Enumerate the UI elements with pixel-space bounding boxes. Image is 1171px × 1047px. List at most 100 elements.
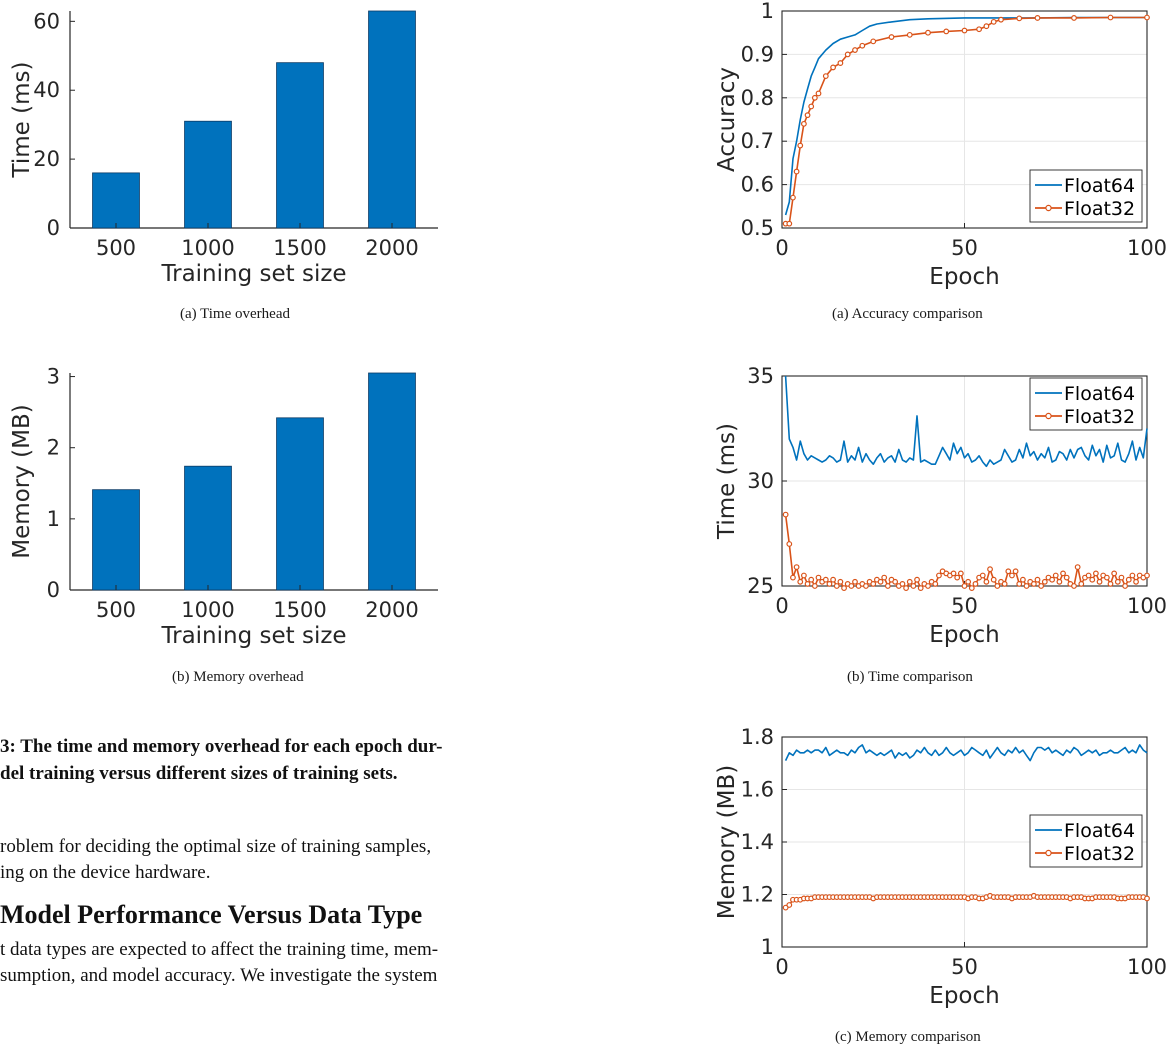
y-tick-label: 0.6 xyxy=(741,173,774,197)
data-point-float32 xyxy=(797,578,804,585)
x-tick-label: 100 xyxy=(1127,955,1167,979)
subcaption-memory-overhead: (b) Memory overhead xyxy=(172,669,304,685)
legend-label-float64: Float64 xyxy=(1064,175,1135,197)
data-point-float32 xyxy=(965,578,972,585)
data-point-float32 xyxy=(1111,570,1118,577)
data-point-float32 xyxy=(943,28,950,35)
data-point-float32 xyxy=(859,42,866,49)
data-point-float32 xyxy=(1085,572,1092,579)
x-tick-label: 0 xyxy=(775,955,788,979)
data-point-float32 xyxy=(1009,572,1015,579)
bar-1000 xyxy=(184,465,232,591)
legend-label-float64: Float64 xyxy=(1064,383,1135,405)
data-point-float32 xyxy=(782,904,789,911)
data-point-float32 xyxy=(1016,581,1023,587)
data-point-float32 xyxy=(863,583,869,589)
section-heading: Model Performance Versus Data Type xyxy=(0,900,423,929)
data-point-float32 xyxy=(1056,578,1063,585)
data-point-float32 xyxy=(884,583,891,589)
data-point-float32 xyxy=(1074,564,1081,570)
x-tick-label: 50 xyxy=(951,955,978,979)
legend-label-float64: Float64 xyxy=(1064,820,1135,842)
y-axis-label: Memory (MB) xyxy=(714,765,740,919)
data-point-float32 xyxy=(892,578,899,585)
x-tick-label: 50 xyxy=(951,236,978,260)
data-point-float32 xyxy=(1071,583,1077,589)
data-point-float32 xyxy=(830,576,836,583)
data-point-float32 xyxy=(844,51,851,58)
data-point-float32 xyxy=(841,585,847,591)
legend-marker-float32 xyxy=(1045,204,1052,212)
data-point-float32 xyxy=(961,27,968,34)
data-point-float32 xyxy=(899,581,906,587)
data-point-float32 xyxy=(811,94,818,101)
subcaption-memory-comparison: (c) Memory comparison xyxy=(835,1029,981,1045)
memory-overhead-chart: 500 1000 1500 2000 0 1 2 3 Training set size Memo… xyxy=(9,365,438,649)
data-point-float32 xyxy=(1144,895,1150,902)
data-point-float32 xyxy=(793,564,800,570)
figure-caption-line-2: del training versus different sizes of t… xyxy=(0,763,398,784)
bar-1000 xyxy=(184,120,232,229)
data-point-float32 xyxy=(925,583,931,589)
legend-box xyxy=(1029,814,1143,868)
y-tick-label: 1.8 xyxy=(741,725,774,749)
data-point-float32 xyxy=(822,576,829,583)
y-axis-label: Accuracy xyxy=(714,67,740,172)
bar-1500 xyxy=(276,62,324,229)
y-tick-label: 1.6 xyxy=(741,778,774,802)
data-point-float32 xyxy=(990,18,997,25)
x-tick-label: 0 xyxy=(775,594,788,618)
series-line-float64 xyxy=(784,744,1148,762)
series-line-float64 xyxy=(784,375,1148,468)
paragraph-2-line-2: sumption, and model accuracy. We investi… xyxy=(0,965,438,986)
x-tick-label: 50 xyxy=(951,594,978,618)
data-point-float32 xyxy=(801,120,807,127)
subcaption-accuracy-comparison: (a) Accuracy comparison xyxy=(832,306,983,322)
data-point-float32 xyxy=(910,583,917,589)
paragraph-1-line-1: roblem for deciding the optimal size of … xyxy=(0,836,432,857)
data-point-float32 xyxy=(1118,574,1125,581)
legend-box xyxy=(1029,169,1143,223)
data-point-float32 xyxy=(786,902,793,908)
data-point-float32 xyxy=(1129,572,1136,579)
data-point-float32 xyxy=(990,576,997,583)
data-point-float32 xyxy=(1030,581,1037,587)
paragraph-2-line-1: t data types are expected to affect the … xyxy=(0,939,439,960)
y-tick-label: 35 xyxy=(747,364,774,388)
y-tick-label: 25 xyxy=(747,574,774,598)
y-tick-label: 0 xyxy=(47,578,60,602)
x-tick-label: 1500 xyxy=(273,236,326,260)
paragraph-2: t data types are expected to affect the … xyxy=(0,937,580,989)
data-point-float32 xyxy=(994,583,1001,589)
data-point-float32 xyxy=(972,581,979,587)
data-point-float32 xyxy=(936,572,942,579)
y-axis-label: Time (ms) xyxy=(9,62,35,179)
x-axis-label: Epoch xyxy=(929,622,999,648)
data-point-float32 xyxy=(1005,568,1012,575)
y-tick-label: 0.7 xyxy=(741,129,774,153)
data-point-float32 xyxy=(903,585,909,591)
data-point-float32 xyxy=(826,581,833,587)
data-point-float32 xyxy=(1107,581,1114,587)
x-tick-label: 500 xyxy=(96,598,136,622)
data-point-float32 xyxy=(1078,581,1085,587)
paragraph-1: roblem for deciding the optimal size of … xyxy=(0,834,580,886)
data-point-float32 xyxy=(808,576,815,583)
legend-label-float32: Float32 xyxy=(1064,406,1135,428)
y-tick-label: 40 xyxy=(33,78,60,102)
bar-2000 xyxy=(368,372,416,591)
figure-caption-line-1: 3: The time and memory overhead for each… xyxy=(0,736,443,757)
y-axis-label: Memory (MB) xyxy=(9,404,35,558)
data-point-float32 xyxy=(932,581,939,587)
data-point-float32 xyxy=(801,572,807,579)
x-tick-label: 500 xyxy=(96,236,136,260)
x-tick-label: 0 xyxy=(775,236,788,260)
data-point-float32 xyxy=(957,570,964,577)
bar-500 xyxy=(92,172,140,229)
data-point-float32 xyxy=(877,578,884,585)
legend-box xyxy=(1029,377,1143,431)
